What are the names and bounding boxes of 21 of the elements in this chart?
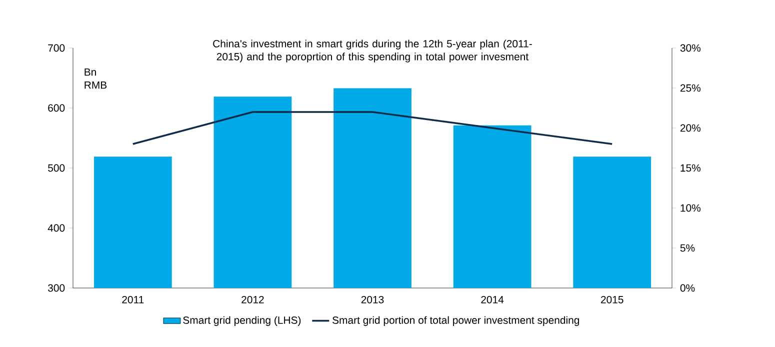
y2-tick-label: 20% [680,124,700,132]
y2-tick-label: 10% [680,204,700,212]
x-tick-label: 2013 [361,296,384,304]
y-axis-title: Bn RMB [84,68,107,89]
y2-tick-label: 15% [680,164,700,172]
y-tick-label: 300 [48,284,65,292]
legend-label: Smart grid pending (LHS) [183,316,301,326]
y-tick-label: 700 [48,44,65,52]
y2-tick-label: 5% [680,244,695,252]
y-tick-label: 600 [48,104,65,112]
y-tick-label: 500 [48,164,65,172]
y2-tick-label: 30% [680,44,700,52]
x-tick-label: 2015 [601,296,624,304]
x-tick-label: 2011 [122,296,144,304]
chart-title: China's investment in smart grids during the 12th 5-year plan (2011-2015) and the poroprtion of this spending in total power invesment [213,40,532,62]
y2-tick-label: 0% [680,284,695,292]
x-tick-label: 2014 [481,296,504,304]
y-tick-label: 400 [48,224,65,232]
y2-tick-label: 25% [680,84,700,92]
legend-label: Smart grid portion of total power investment spending [332,316,580,326]
x-tick-label: 2012 [242,296,264,304]
